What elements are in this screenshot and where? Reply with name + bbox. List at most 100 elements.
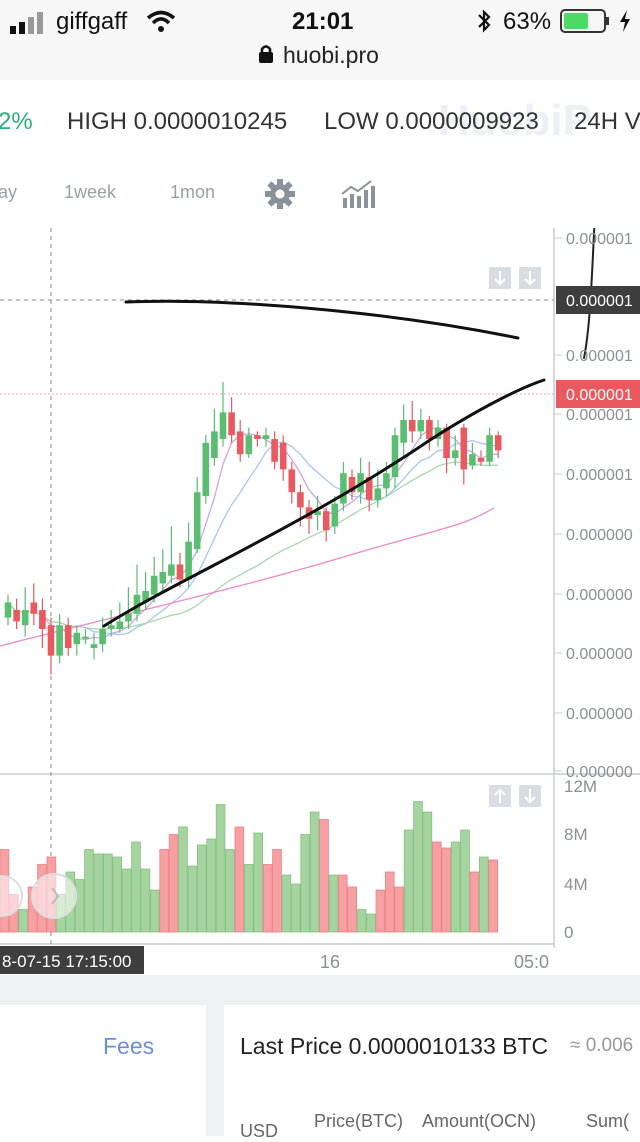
candle-body bbox=[400, 420, 407, 443]
zoom-out-icon-glyph bbox=[494, 271, 506, 286]
battery-icon bbox=[560, 9, 609, 33]
high-price: HIGH 0.0000010245 bbox=[67, 108, 288, 135]
candle-body bbox=[185, 541, 192, 580]
candle-body bbox=[460, 427, 468, 470]
volume-bar bbox=[328, 874, 339, 933]
zoom-out-icon[interactable] bbox=[489, 267, 511, 289]
candle-body bbox=[365, 477, 373, 500]
candle-body bbox=[391, 435, 399, 477]
timeframe-1week[interactable]: 1week bbox=[64, 182, 117, 202]
price-change: 2% bbox=[0, 108, 33, 135]
fees-tab[interactable]: Fees bbox=[103, 1033, 155, 1059]
scroll-left-icon[interactable] bbox=[0, 875, 23, 917]
volume-bar bbox=[290, 883, 301, 933]
status-bar: giffgaff 21:01 63% huobi.pro bbox=[0, 0, 640, 81]
volume-bar bbox=[262, 864, 273, 933]
price-tick-label: 0.000001 bbox=[566, 231, 633, 248]
candle-body bbox=[211, 431, 218, 458]
candle-body bbox=[417, 420, 425, 432]
moving-average-lines bbox=[0, 426, 499, 647]
price-tick-label: 0.000000 bbox=[566, 764, 633, 781]
expand-icon[interactable] bbox=[489, 785, 511, 807]
ma5-line bbox=[7, 426, 499, 641]
volume-bar bbox=[300, 834, 310, 933]
battery-percent: 63% bbox=[503, 8, 552, 35]
last-price: Last Price 0.0000010133 BTC bbox=[240, 1033, 549, 1059]
url-address[interactable]: huobi.pro bbox=[283, 42, 379, 68]
candle-body bbox=[219, 412, 227, 439]
candle-body bbox=[13, 610, 20, 622]
candle-body bbox=[202, 442, 210, 496]
price-tick-label: 0.000000 bbox=[566, 646, 633, 663]
volume-bar bbox=[413, 801, 423, 933]
volume-bar bbox=[84, 849, 94, 933]
collapse-icon-glyph bbox=[524, 271, 536, 286]
chevron-right-icon bbox=[51, 887, 60, 905]
volume-bar bbox=[394, 886, 404, 933]
candle-body bbox=[90, 644, 98, 648]
candlestick-series bbox=[4, 382, 502, 675]
volume-bar bbox=[422, 811, 433, 933]
candle-body bbox=[159, 572, 167, 584]
bar-chart-icon[interactable] bbox=[341, 180, 375, 208]
candle-body bbox=[486, 435, 493, 462]
low-price: LOW 0.0000009923 bbox=[324, 108, 539, 135]
volume-bar bbox=[253, 832, 264, 933]
price-chart[interactable]: 0.000001 0.000001 0.000001 0.000001 0.000000… bbox=[0, 228, 640, 974]
clock-time: 21:01 bbox=[292, 8, 354, 35]
watermark-logo: HuobiP bbox=[438, 96, 592, 145]
price-tick-label: 0.000001 bbox=[566, 348, 633, 365]
last-price-tag bbox=[556, 380, 640, 408]
hand-drawn-annotations bbox=[102, 228, 596, 628]
volume-bar bbox=[159, 849, 170, 933]
candle-body bbox=[73, 632, 81, 645]
order-section: Fees Last Price 0.0000010133 BTC ≈ 0.006… bbox=[0, 975, 640, 1141]
timeframe-1mon[interactable]: 1mon bbox=[170, 182, 216, 202]
gear-icon[interactable] bbox=[264, 178, 296, 210]
candle-body bbox=[477, 458, 485, 462]
candle-body bbox=[47, 625, 55, 656]
collapse-icon[interactable] bbox=[519, 267, 541, 289]
signal-icon bbox=[10, 12, 43, 34]
scroll-right-icon[interactable] bbox=[31, 873, 77, 919]
candle-body bbox=[236, 431, 244, 455]
candle-body bbox=[314, 511, 321, 515]
volume-bar bbox=[347, 886, 357, 933]
last-price-fiat: ≈ 0.006 bbox=[570, 1035, 634, 1056]
price-tick-label: 0.000001 bbox=[566, 467, 633, 484]
col-price: Price(BTC) bbox=[314, 1111, 403, 1131]
candle-body bbox=[176, 564, 184, 580]
candle-body bbox=[348, 477, 356, 493]
candle-body bbox=[288, 469, 296, 493]
candle-body bbox=[168, 564, 175, 576]
candle-body bbox=[297, 492, 304, 508]
volume-collapse-icon[interactable] bbox=[519, 785, 541, 807]
candle-body bbox=[4, 602, 12, 618]
time-tick-label: 05:0 bbox=[514, 952, 549, 972]
volume-bar bbox=[187, 865, 198, 933]
candle-body bbox=[228, 412, 235, 436]
timeframe-1day[interactable]: ay bbox=[0, 182, 18, 202]
lock-icon bbox=[259, 45, 273, 63]
volume-bar bbox=[206, 838, 217, 933]
volume-bar bbox=[431, 841, 442, 933]
ma60-line bbox=[0, 507, 495, 647]
col-amount: Amount(OCN) bbox=[422, 1111, 537, 1131]
volume-bars bbox=[0, 801, 498, 933]
candle-body bbox=[193, 492, 201, 550]
volume-bar bbox=[149, 889, 160, 933]
volume-bar bbox=[375, 889, 386, 933]
volume-bar bbox=[178, 826, 188, 933]
wifi-icon bbox=[146, 10, 176, 32]
candle-body bbox=[322, 511, 330, 531]
resistance-trendline bbox=[124, 299, 520, 340]
ticker-bar: HuobiP 2% HIGH 0.0000010245 LOW 0.000000… bbox=[0, 80, 640, 162]
volume-bar bbox=[337, 874, 348, 933]
volume-bar bbox=[488, 859, 498, 933]
volume-bar bbox=[196, 844, 207, 933]
col-usd: USD bbox=[240, 1121, 279, 1141]
left-panel: Fees bbox=[0, 1005, 206, 1136]
crosshair-time-tag bbox=[0, 946, 144, 974]
candle-body bbox=[426, 420, 433, 439]
candle-body bbox=[116, 621, 124, 629]
